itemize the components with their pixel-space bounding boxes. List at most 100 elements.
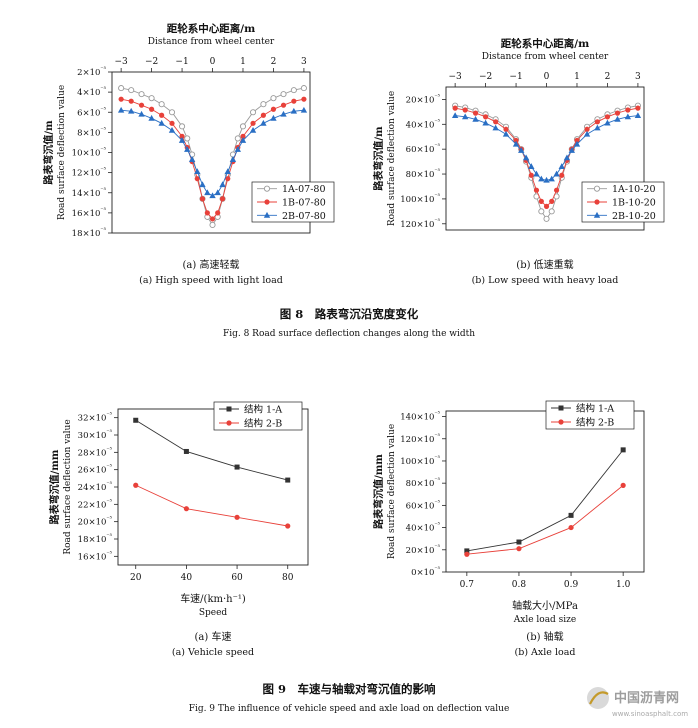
y-tick-label: 20×10⁻⁵ — [406, 93, 441, 105]
legend-swatch-marker — [594, 199, 600, 205]
y-axis-title: 路表弯沉值/mm — [372, 454, 385, 529]
y-tick-label: 22×10⁻⁵ — [78, 498, 113, 510]
x-tick-label: 20 — [130, 573, 142, 583]
y-tick-label: 120×10⁻⁵ — [400, 433, 440, 445]
y-tick-label: 60×10⁻⁵ — [406, 499, 441, 511]
fig9-title: 图 9 车速与轴载对弯沉值的影响 — [262, 682, 435, 696]
chart-b8: −3 −2 −1 0 1 2 320×10⁻⁵40×10⁻⁵60×10⁻⁵80×10⁻⁵10… — [372, 37, 665, 286]
y-tick-exp: ⁻⁵ — [106, 412, 112, 419]
data-point — [183, 506, 189, 512]
data-point — [300, 85, 307, 92]
data-point — [604, 119, 611, 126]
y-tick-base: 16×10 — [78, 552, 107, 562]
data-point — [270, 95, 277, 102]
data-point — [461, 113, 469, 120]
y-tick-base: 26×10 — [78, 466, 107, 476]
data-point — [138, 102, 145, 108]
data-point — [513, 137, 519, 144]
legend-label: 2B-07-80 — [282, 211, 326, 222]
data-point — [290, 107, 298, 114]
y-tick-base: 60×10 — [406, 145, 435, 155]
x-tick-label: −3 — [448, 72, 462, 82]
data-point — [472, 115, 479, 122]
data-point — [179, 133, 185, 139]
subplot-caption: (a) 车速 — [195, 630, 232, 643]
legend-swatch-marker — [263, 211, 271, 218]
y-tick-exp: ⁻⁵ — [100, 126, 106, 133]
x-tick-label: −3 — [114, 57, 128, 67]
subplot-caption-en: (a) Vehicle speed — [172, 647, 254, 658]
y-tick-label: 20×10⁻⁵ — [78, 516, 113, 528]
y-tick-exp: ⁻⁵ — [106, 498, 112, 505]
data-point — [584, 126, 590, 132]
x-tick-label: 60 — [231, 573, 243, 583]
y-tick-exp: ⁻⁵ — [100, 147, 106, 154]
data-point — [148, 95, 155, 102]
legend-swatch-marker — [264, 199, 270, 205]
data-point — [543, 176, 550, 183]
data-point — [118, 85, 125, 92]
y-tick-base: 80×10 — [406, 479, 435, 489]
y-tick-exp: ⁻⁵ — [106, 481, 112, 488]
y-tick-label: 120×10⁻⁵ — [400, 218, 440, 230]
data-point — [291, 98, 297, 104]
data-point — [117, 106, 125, 113]
y-tick-label: 32×10⁻⁵ — [78, 412, 113, 424]
y-tick-base: 16×10 — [72, 209, 101, 219]
data-point — [270, 114, 277, 121]
y-tick-base: 100×10 — [400, 195, 434, 205]
y-tick-exp: ⁻⁵ — [106, 446, 112, 453]
y-tick-label: 80×10⁻⁵ — [406, 477, 441, 489]
data-point — [614, 110, 621, 116]
y-tick-base: 40×10 — [406, 524, 435, 534]
chart-b9: 0.7 0.8 0.9 1.00×10⁻⁵20×10⁻⁵40×10⁻⁵60×10⁻⁵8… — [372, 400, 645, 658]
y-tick-base: 20×10 — [406, 546, 435, 556]
y-tick-base: 0×10 — [411, 568, 434, 578]
series-line — [466, 485, 624, 555]
plot-frame — [445, 86, 645, 231]
x-tick-label: 2 — [605, 72, 611, 82]
y-tick-exp: ⁻⁵ — [434, 433, 440, 440]
y-tick-exp: ⁻⁵ — [106, 516, 112, 523]
x-tick-label: 0.9 — [564, 580, 579, 590]
y-tick-base: 28×10 — [78, 448, 107, 458]
y-tick-exp: ⁻⁵ — [434, 218, 440, 225]
data-point — [563, 154, 571, 161]
legend-label: 结构 2-B — [244, 418, 282, 430]
legend-swatch-marker — [226, 406, 232, 412]
y-tick-base: 120×10 — [400, 220, 434, 230]
data-point — [260, 112, 266, 118]
y-tick-label: 12×10⁻⁵ — [72, 167, 107, 179]
x-tick-label: 40 — [181, 573, 193, 583]
data-point — [451, 112, 459, 118]
data-point — [209, 216, 216, 222]
y-tick-exp: ⁻⁵ — [100, 167, 106, 174]
y-tick-label: 16×10⁻⁵ — [72, 207, 107, 219]
y-tick-label: 10×10⁻⁵ — [72, 147, 107, 159]
y-tick-exp: ⁻⁵ — [434, 143, 440, 150]
data-point — [158, 119, 165, 126]
y-tick-base: 18×10 — [78, 535, 107, 545]
data-point — [239, 123, 247, 130]
data-point — [300, 106, 308, 113]
y-tick-label: 4×10⁻⁵ — [77, 86, 107, 98]
data-point — [133, 417, 139, 423]
fig9-title-en: Fig. 9 The influence of vehicle speed an… — [189, 704, 510, 714]
y-tick-exp: ⁻⁵ — [434, 499, 440, 506]
legend-label: 1A-10-20 — [612, 184, 656, 195]
data-point — [543, 215, 550, 222]
y-tick-base: 120×10 — [400, 435, 434, 445]
data-point — [559, 172, 565, 178]
y-axis-title-en: Road surface deflection value — [387, 424, 397, 559]
y-tick-label: 40×10⁻⁵ — [406, 118, 441, 130]
data-point — [138, 110, 145, 117]
x-tick-label: 0.7 — [460, 580, 475, 590]
data-point — [493, 119, 499, 125]
series-2B-10-20 — [451, 112, 642, 183]
y-tick-label: 18×10⁻⁵ — [78, 533, 113, 545]
data-point — [512, 140, 520, 147]
y-tick-exp: ⁻⁵ — [106, 533, 112, 540]
watermark-logo-swoosh-icon — [589, 691, 609, 705]
data-point — [452, 105, 458, 111]
